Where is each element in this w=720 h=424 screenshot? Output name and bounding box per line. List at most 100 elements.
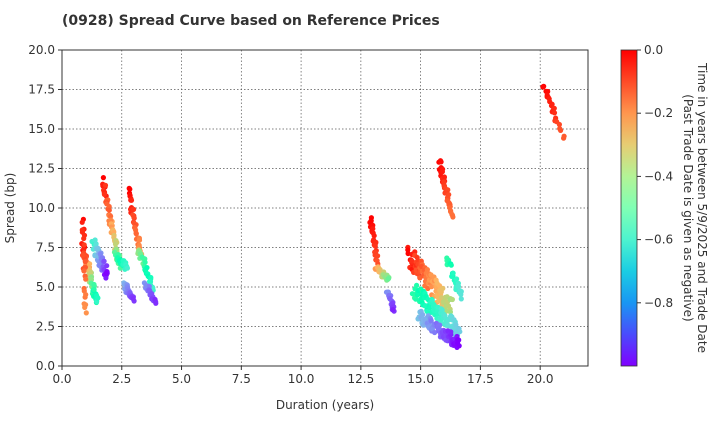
data-point xyxy=(409,258,415,264)
data-point xyxy=(438,159,444,165)
data-point xyxy=(437,322,443,328)
data-point xyxy=(441,179,447,185)
data-point xyxy=(108,217,114,223)
y-tick-label: 15.0 xyxy=(28,122,55,136)
data-point xyxy=(83,292,89,298)
data-point xyxy=(446,323,452,329)
data-point xyxy=(438,306,444,312)
data-point xyxy=(127,186,133,192)
data-point xyxy=(549,101,555,107)
data-point xyxy=(447,205,453,211)
data-point xyxy=(101,258,107,264)
y-axis-ticks: 0.0 2.5 5.0 7.5 10.0 12.5 15.0 17.5 20.0 xyxy=(28,43,62,373)
colorbar-tick-label: −0.4 xyxy=(644,169,673,183)
data-point xyxy=(454,276,460,282)
y-tick-label: 7.5 xyxy=(36,241,55,255)
x-tick-label: 15.0 xyxy=(407,372,434,386)
data-point xyxy=(153,300,159,306)
data-point xyxy=(561,135,567,141)
data-point xyxy=(83,310,89,316)
data-point xyxy=(106,207,112,213)
data-point xyxy=(414,254,420,261)
y-tick-label: 0.0 xyxy=(36,359,55,373)
colorbar-tick-label: −0.8 xyxy=(644,296,673,310)
data-point xyxy=(91,281,97,288)
data-point xyxy=(420,312,426,318)
data-point xyxy=(128,197,135,203)
data-point xyxy=(92,237,98,243)
x-tick-label: 2.5 xyxy=(112,372,131,386)
data-point xyxy=(81,235,87,242)
data-point xyxy=(79,227,85,233)
y-tick-label: 12.5 xyxy=(28,162,55,176)
data-point xyxy=(448,262,454,268)
data-point xyxy=(453,322,459,328)
colorbar-ticks: 0.0 −0.2 −0.4 −0.6 −0.8 xyxy=(637,43,673,310)
data-point xyxy=(558,127,564,133)
data-point xyxy=(432,329,438,336)
data-point xyxy=(429,297,435,303)
colorbar-label-line2: (Past Trade Date is given as negative) xyxy=(681,94,695,322)
data-point xyxy=(457,329,463,335)
colorbar-label-line1: Time in years between 5/9/2025 and Trade… xyxy=(695,62,709,353)
data-point xyxy=(441,298,447,304)
data-point xyxy=(124,265,130,271)
data-point xyxy=(455,283,462,290)
x-tick-label: 0.0 xyxy=(52,372,71,386)
data-point xyxy=(88,270,94,276)
data-point xyxy=(80,252,86,258)
data-point xyxy=(424,267,430,273)
data-point xyxy=(82,258,88,265)
data-point xyxy=(83,276,89,282)
colorbar xyxy=(620,49,638,367)
data-point xyxy=(450,270,456,276)
data-point xyxy=(540,84,546,90)
data-point xyxy=(142,259,148,265)
data-point xyxy=(551,110,558,116)
data-point xyxy=(458,296,464,302)
data-point xyxy=(81,268,87,274)
data-point xyxy=(133,230,139,236)
data-point xyxy=(91,286,97,293)
data-point xyxy=(458,288,464,295)
data-point xyxy=(104,263,110,269)
y-tick-label: 10.0 xyxy=(28,201,55,215)
data-point xyxy=(449,296,455,303)
data-point xyxy=(103,275,109,281)
x-tick-label: 12.5 xyxy=(348,372,375,386)
data-point xyxy=(371,233,377,239)
grid-lines xyxy=(62,50,588,366)
x-axis-label: Duration (years) xyxy=(276,398,374,412)
data-point xyxy=(441,174,447,180)
x-axis-ticks: 0.0 2.5 5.0 7.5 10.0 12.5 15.0 17.5 20.0 xyxy=(52,366,554,386)
data-point xyxy=(556,121,563,128)
data-point xyxy=(447,309,453,315)
data-point xyxy=(94,246,100,252)
data-point xyxy=(81,242,87,248)
x-tick-label: 7.5 xyxy=(232,372,251,386)
x-tick-label: 10.0 xyxy=(288,372,315,386)
data-point xyxy=(131,214,137,220)
x-tick-label: 5.0 xyxy=(172,372,191,386)
data-point xyxy=(448,329,454,335)
data-point xyxy=(148,274,154,281)
data-point xyxy=(144,265,150,271)
data-point xyxy=(101,191,107,197)
y-tick-label: 17.5 xyxy=(28,83,55,97)
x-tick-label: 17.5 xyxy=(467,372,494,386)
data-point xyxy=(106,203,112,210)
data-point xyxy=(372,243,378,249)
chart-title: (0928) Spread Curve based on Reference P… xyxy=(62,13,440,29)
data-point xyxy=(103,270,109,277)
y-axis-label: Spread (bp) xyxy=(3,173,17,244)
data-point xyxy=(390,307,396,313)
data-point xyxy=(100,175,106,181)
y-tick-label: 2.5 xyxy=(36,320,55,334)
data-point xyxy=(428,318,434,324)
data-point xyxy=(136,237,143,243)
data-point xyxy=(439,169,445,175)
y-tick-label: 5.0 xyxy=(36,280,55,294)
data-point xyxy=(455,340,461,346)
